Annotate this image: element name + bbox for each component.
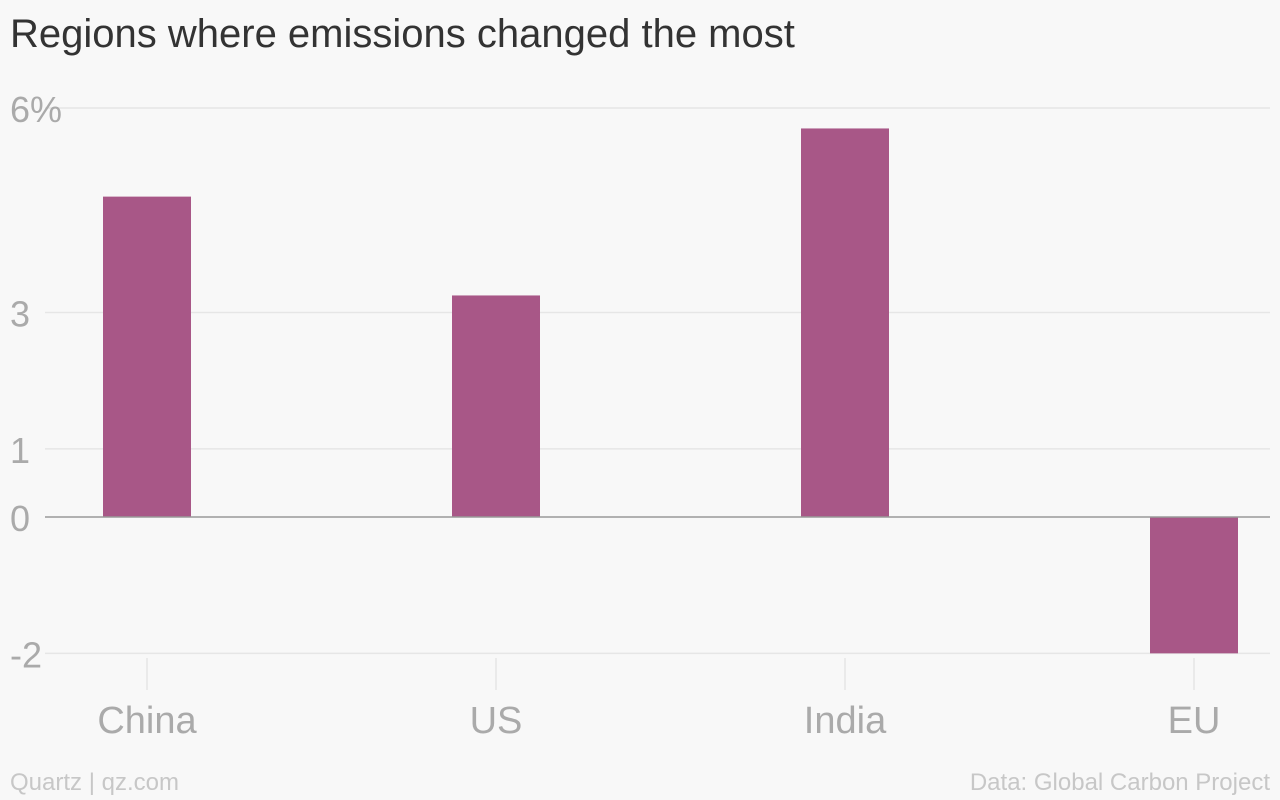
grid-lines [45, 107, 1270, 655]
bar-india [801, 128, 889, 517]
x-category-label: US [470, 700, 523, 742]
credit-label: Quartz | qz.com [10, 769, 179, 796]
bar-us [452, 295, 540, 517]
source-label: Data: Global Carbon Project [969, 769, 1270, 796]
y-tick-label: 1 [10, 430, 30, 471]
y-tick-label: 3 [10, 294, 30, 335]
x-category-label: EU [1168, 700, 1221, 742]
bar-china [103, 196, 191, 517]
x-category-label: India [804, 700, 887, 742]
y-tick-label: 0 [10, 498, 30, 539]
y-tick-label: -2 [10, 634, 42, 675]
bars [103, 128, 1238, 654]
chart-title: Regions where emissions changed the most [10, 12, 795, 56]
x-axis-categories: China US India EU [97, 658, 1220, 742]
y-axis-ticks: 6% 3 1 0 -2 [10, 89, 62, 675]
bar-eu [1150, 517, 1238, 654]
y-tick-label: 6% [10, 89, 62, 130]
x-category-label: China [97, 700, 197, 742]
